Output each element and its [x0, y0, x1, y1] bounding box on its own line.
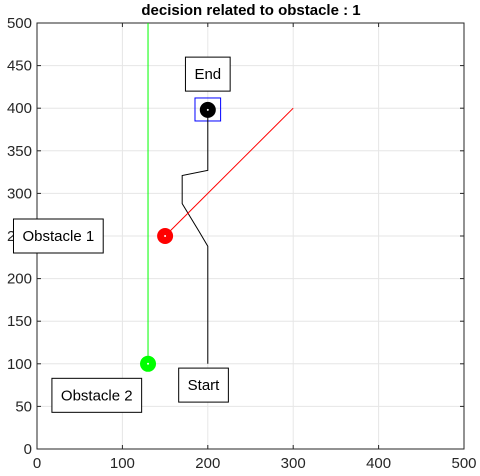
series-line-path: [181, 109, 209, 364]
annotation-border: [12, 218, 104, 254]
marker-center-dot: [206, 108, 209, 111]
y-tick-label: 50: [15, 398, 32, 415]
y-tick-label: 500: [7, 15, 32, 32]
annotation-label: Start: [188, 377, 221, 394]
x-tick-label: 500: [451, 455, 476, 472]
annotation-label: Obstacle 1: [22, 228, 94, 245]
y-tick-label: 300: [7, 185, 32, 202]
x-tick-label: 100: [110, 455, 135, 472]
annotation-border: [51, 377, 143, 413]
y-tick-label: 450: [7, 58, 32, 75]
annotation-box: Start: [178, 367, 229, 403]
annotation-box: Obstacle 1: [12, 218, 104, 254]
annotation-label: Obstacle 2: [61, 387, 133, 404]
annotation-border: [178, 367, 229, 403]
y-tick-label: 200: [7, 271, 32, 288]
annotation-border: [184, 56, 231, 92]
y-tick-label: 0: [24, 441, 32, 458]
annotation-box: Obstacle 2: [51, 377, 143, 413]
y-tick-label: 100: [7, 356, 32, 373]
y-tick-label: 350: [7, 143, 32, 160]
marker-center-dot: [147, 362, 150, 365]
chart-title: decision related to obstacle : 1: [141, 2, 360, 19]
x-tick-label: 400: [366, 455, 391, 472]
x-tick-label: 200: [195, 455, 220, 472]
x-tick-label: 0: [33, 455, 41, 472]
annotation-box: End: [184, 56, 231, 92]
annotation-label: End: [194, 66, 221, 83]
y-tick-label: 400: [7, 100, 32, 117]
x-tick-label: 300: [281, 455, 306, 472]
series-line-red-line: [164, 107, 294, 237]
marker-center-dot: [164, 235, 167, 237]
y-tick-label: 150: [7, 313, 32, 330]
